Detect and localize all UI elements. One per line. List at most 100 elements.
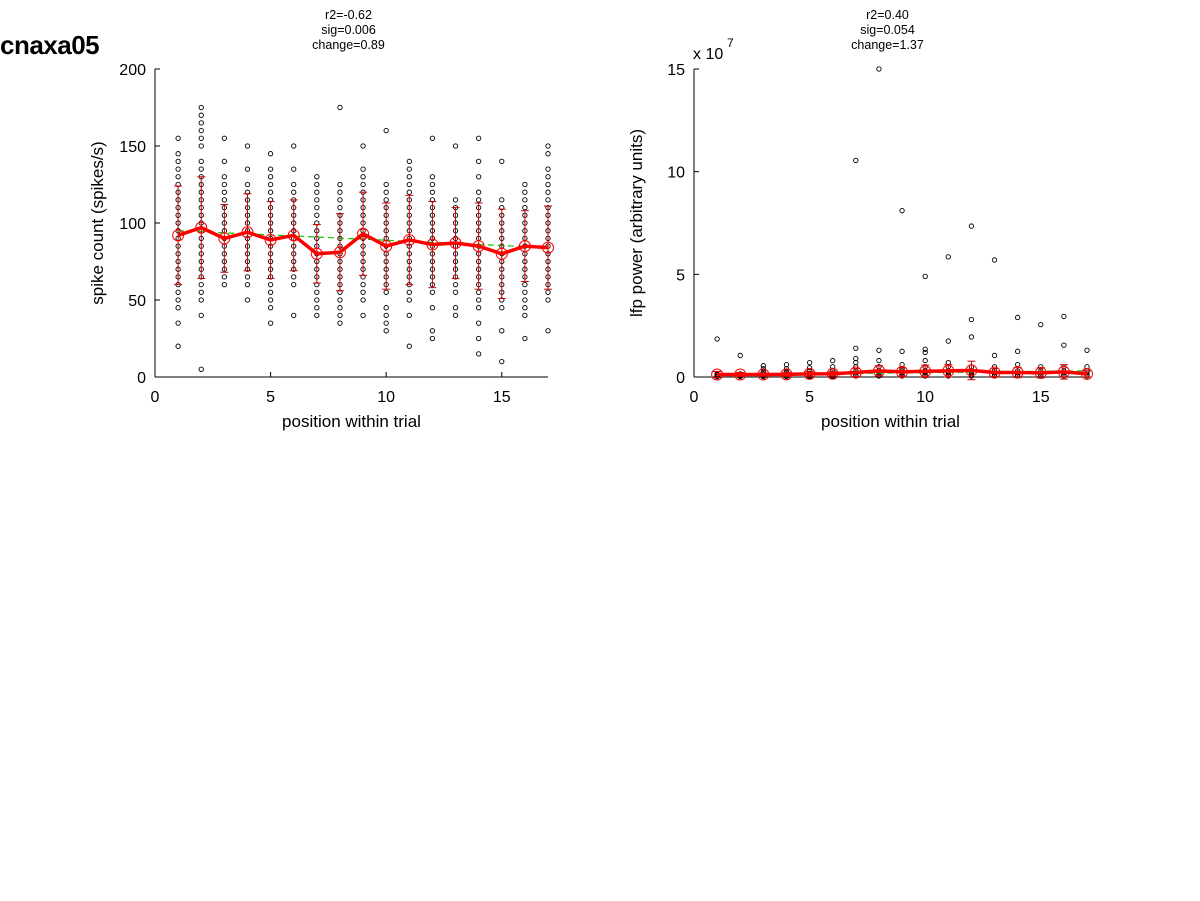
data-point: [244, 166, 251, 172]
stats-line: r2=-0.62: [325, 8, 372, 22]
data-point: [1084, 347, 1090, 353]
data-point: [429, 305, 436, 311]
mean-marker: [942, 364, 955, 377]
data-point: [337, 305, 343, 311]
data-point: [198, 281, 204, 288]
data-point: [806, 365, 813, 371]
data-point: [337, 320, 343, 326]
mean-marker: [472, 240, 485, 253]
mean-marker: [542, 241, 554, 254]
data-point: [175, 289, 181, 295]
data-point: [406, 343, 412, 349]
data-point: [198, 312, 204, 319]
data-point: [545, 181, 551, 188]
stats-line: change=1.37: [851, 38, 924, 52]
mean-marker: [896, 365, 909, 378]
mean-marker: [1034, 366, 1047, 379]
mean-marker: [495, 247, 508, 260]
y-axis-label: spike count (spikes/s): [88, 141, 107, 304]
data-point: [452, 305, 459, 311]
data-point: [429, 189, 436, 195]
y-tick-label: 100: [119, 216, 146, 233]
mean-marker: [1081, 367, 1093, 380]
data-point: [968, 223, 975, 229]
data-point: [475, 197, 482, 203]
data-point: [1038, 321, 1044, 328]
data-point: [545, 143, 551, 149]
data-point: [968, 316, 975, 323]
data-point: [545, 166, 551, 172]
data-point: [314, 197, 320, 203]
data-point: [360, 312, 366, 319]
data-point: [360, 143, 366, 149]
data-point: [475, 335, 482, 342]
data-point: [714, 336, 720, 342]
y-tick-label: 15: [667, 62, 685, 79]
data-point: [360, 281, 366, 288]
data-point: [475, 158, 482, 165]
x-tick-label: 10: [377, 389, 395, 406]
mean-marker: [333, 246, 346, 259]
data-point: [314, 181, 320, 188]
exponent-power: 7: [727, 36, 734, 50]
data-point: [198, 366, 204, 372]
data-point: [221, 158, 228, 165]
data-point: [876, 357, 882, 364]
data-point: [291, 143, 297, 149]
data-point: [522, 335, 528, 342]
data-point: [360, 289, 366, 295]
data-point: [337, 104, 343, 111]
mean-marker: [449, 237, 462, 250]
data-point: [267, 151, 274, 157]
data-point: [175, 151, 181, 157]
mean-marker: [711, 368, 724, 381]
data-point: [545, 197, 551, 203]
stats-line: r2=0.40: [866, 8, 909, 22]
data-point: [383, 305, 389, 311]
data-point: [383, 197, 389, 203]
data-point: [522, 181, 528, 188]
data-point: [522, 197, 528, 203]
stats-line: sig=0.054: [860, 23, 915, 37]
mean-marker: [310, 247, 323, 260]
data-point: [545, 151, 551, 157]
data-point: [337, 181, 343, 188]
data-point: [760, 366, 767, 372]
y-tick-label: 200: [119, 62, 146, 79]
data-point: [406, 289, 412, 295]
data-point: [314, 297, 320, 303]
mean-marker: [803, 367, 816, 380]
data-point: [383, 320, 389, 326]
data-point: [922, 346, 928, 352]
page-title: cnaxa05: [0, 30, 100, 60]
data-point: [452, 312, 459, 319]
data-point: [337, 312, 343, 319]
data-point: [922, 349, 928, 356]
data-point: [175, 297, 181, 303]
stats-line: change=0.89: [312, 38, 385, 52]
y-tick-label: 150: [119, 139, 146, 156]
data-point: [522, 281, 528, 288]
data-point: [175, 305, 181, 311]
data-point: [360, 297, 366, 303]
data-point: [475, 297, 482, 303]
data-point: [475, 174, 482, 180]
data-point: [522, 189, 528, 195]
data-point: [244, 181, 251, 188]
mean-marker: [757, 368, 770, 381]
data-point: [383, 189, 389, 195]
data-point: [221, 181, 228, 188]
mean-marker: [780, 368, 793, 381]
mean-marker: [218, 232, 231, 245]
data-point: [198, 112, 204, 118]
data-point: [314, 212, 320, 218]
data-point: [198, 289, 204, 295]
exponent-label: x 10: [693, 46, 723, 63]
data-point: [221, 135, 228, 141]
data-point: [1061, 313, 1067, 320]
data-point: [522, 312, 528, 319]
data-point: [406, 181, 412, 188]
data-point: [175, 343, 181, 349]
data-point: [314, 289, 320, 295]
